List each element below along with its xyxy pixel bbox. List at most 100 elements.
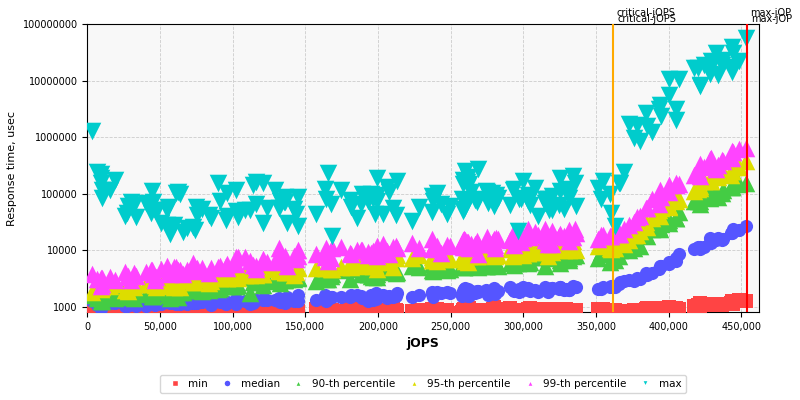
min [322,308,334,314]
95-th percentile [482,250,494,256]
min [430,306,443,313]
min [524,305,537,311]
99-th percentile [362,249,374,255]
90-th percentile [161,287,174,293]
99-th percentile [471,251,484,257]
99-th percentile [212,264,225,270]
min [531,308,544,314]
max [698,62,710,68]
min [243,307,256,313]
99-th percentile [596,232,609,238]
90-th percentile [725,184,738,190]
min [512,307,525,313]
95-th percentile [458,251,470,258]
median [670,258,682,264]
max [128,202,141,209]
95-th percentile [558,247,570,253]
99-th percentile [444,242,457,249]
min [538,309,551,315]
max [121,210,134,216]
99-th percentile [733,146,746,152]
95-th percentile [634,228,646,234]
max [412,204,425,211]
median [292,298,305,304]
median [522,285,534,291]
95-th percentile [546,249,559,255]
min [96,308,109,314]
min [688,302,701,309]
95-th percentile [310,265,322,272]
median [365,292,378,298]
95-th percentile [471,253,484,259]
median [558,286,570,293]
median [653,266,666,272]
99-th percentile [430,243,443,249]
median [230,296,242,303]
90-th percentile [122,290,135,296]
min [171,308,184,314]
median [95,301,108,307]
max [546,193,559,199]
max [506,187,519,193]
99-th percentile [542,241,554,248]
95-th percentile [613,239,626,245]
99-th percentile [461,239,474,246]
90-th percentile [614,246,626,253]
90-th percentile [144,287,157,293]
95-th percentile [538,244,551,250]
95-th percentile [324,266,337,272]
99-th percentile [469,241,482,248]
max [538,196,551,202]
95-th percentile [694,184,706,191]
max [481,189,494,195]
90-th percentile [155,288,168,295]
median [538,284,551,290]
median [86,298,98,304]
95-th percentile [90,284,103,290]
max [269,186,282,193]
99-th percentile [220,262,233,269]
95-th percentile [221,274,234,281]
median [426,290,438,297]
median [435,290,448,296]
min [96,307,109,313]
max [140,200,153,206]
max [386,204,399,211]
90-th percentile [717,187,730,194]
95-th percentile [479,250,492,256]
90-th percentile [725,183,738,189]
90-th percentile [355,271,368,277]
min [278,308,290,314]
min [504,305,517,312]
min [386,306,399,312]
99-th percentile [613,231,626,237]
Y-axis label: Response time, usec: Response time, usec [7,110,17,226]
90-th percentile [250,277,262,283]
median [243,301,256,308]
median [441,288,454,295]
median [362,295,374,301]
90-th percentile [368,269,381,275]
90-th percentile [162,292,174,298]
max [96,187,109,193]
90-th percentile [292,274,305,280]
95-th percentile [524,244,537,251]
90-th percentile [232,282,245,288]
min [725,298,738,304]
min [292,308,305,314]
min [260,306,273,313]
median [319,297,332,304]
99-th percentile [370,247,383,253]
min [712,301,725,307]
min [740,298,753,304]
max [646,129,658,135]
90-th percentile [386,268,399,274]
median [430,288,443,295]
max [512,196,525,202]
min [566,307,579,314]
99-th percentile [654,187,666,193]
max [230,187,242,193]
min [653,307,666,313]
99-th percentile [162,270,174,276]
90-th percentile [654,226,666,232]
